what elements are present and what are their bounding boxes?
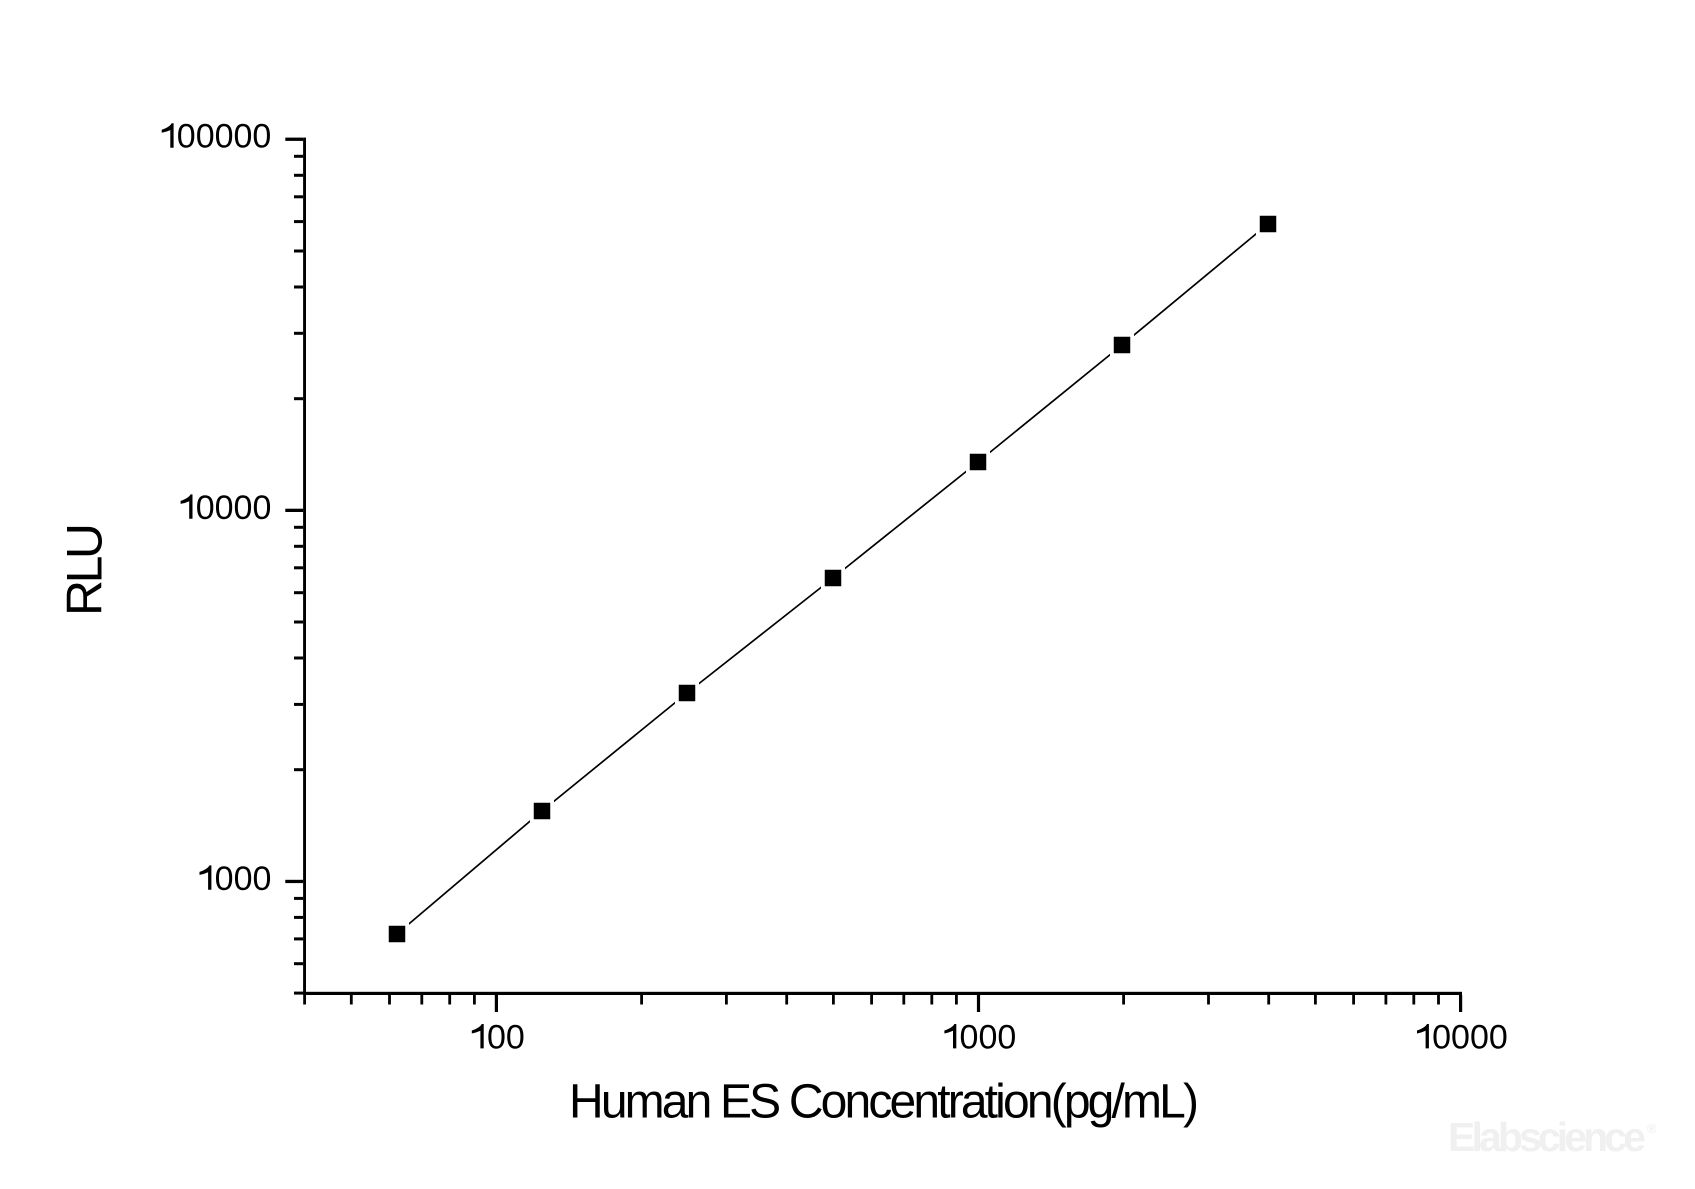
svg-text:Elabscience: Elabscience xyxy=(1448,1114,1646,1160)
svg-text:00: 00 xyxy=(487,1018,525,1056)
svg-text:000: 000 xyxy=(960,1018,1017,1056)
svg-text:RLU: RLU xyxy=(57,523,113,616)
svg-text:0000: 0000 xyxy=(1432,1018,1508,1056)
svg-text:00000: 00000 xyxy=(177,118,272,156)
svg-text:®: ® xyxy=(1647,1121,1657,1136)
svg-text:0000: 0000 xyxy=(196,489,272,527)
svg-text:000: 000 xyxy=(215,860,272,898)
svg-text:Human ES Concentration(pg/mL): Human ES Concentration(pg/mL) xyxy=(569,1076,1199,1129)
